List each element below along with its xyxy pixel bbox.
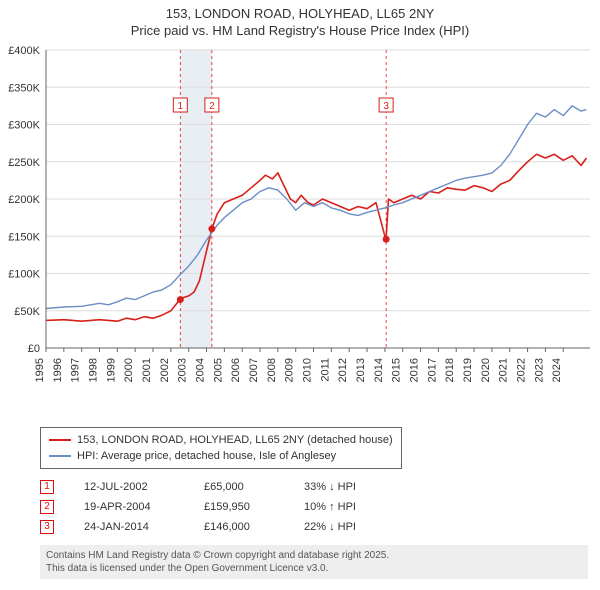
sale-row-delta: 10% ↑ HPI (304, 501, 394, 513)
sale-row-date: 12-JUL-2002 (84, 481, 174, 493)
x-tick-label: 1999 (105, 358, 117, 382)
y-tick-label: £50K (14, 306, 40, 318)
x-tick-label: 2009 (284, 358, 296, 382)
x-tick-label: 2015 (391, 358, 403, 382)
x-tick-label: 1998 (88, 358, 100, 382)
sale-dot (208, 225, 215, 232)
y-tick-label: £200K (8, 194, 40, 206)
page-subtitle: Price paid vs. HM Land Registry's House … (10, 23, 590, 38)
sale-marker-label: 1 (178, 101, 184, 112)
x-tick-label: 2003 (177, 358, 189, 382)
x-tick-label: 2014 (373, 358, 385, 382)
y-tick-label: £350K (8, 82, 40, 94)
legend-swatch (49, 439, 71, 441)
x-tick-label: 2006 (230, 358, 242, 382)
footnote-line-2: This data is licensed under the Open Gov… (46, 562, 582, 575)
sale-row: 1 12-JUL-2002 £65,000 33% ↓ HPI (40, 477, 588, 497)
x-tick-label: 2023 (533, 358, 545, 382)
x-tick-label: 2020 (480, 358, 492, 382)
y-tick-label: £300K (8, 120, 40, 132)
x-tick-label: 2018 (444, 358, 456, 382)
legend: 153, LONDON ROAD, HOLYHEAD, LL65 2NY (de… (40, 427, 402, 469)
sale-row-marker: 2 (40, 500, 54, 514)
sale-marker-label: 2 (209, 101, 215, 112)
y-tick-label: £0 (28, 343, 40, 355)
sale-dot (177, 296, 184, 303)
sale-row-date: 24-JAN-2014 (84, 521, 174, 533)
y-tick-label: £150K (8, 231, 40, 243)
x-tick-label: 2024 (551, 358, 563, 382)
price-chart: £0 £50K £100K £150K £200K £250K £300K £350K £400… (0, 38, 600, 418)
x-tick-label: 2008 (266, 358, 278, 382)
x-tick-label: 2000 (123, 358, 135, 382)
x-tick-label: 2012 (337, 358, 349, 382)
sale-row-price: £159,950 (204, 501, 274, 513)
x-tick-label: 2019 (462, 358, 474, 382)
legend-item: 153, LONDON ROAD, HOLYHEAD, LL65 2NY (de… (49, 432, 393, 448)
page-title: 153, LONDON ROAD, HOLYHEAD, LL65 2NY (10, 6, 590, 21)
chart-container: £0 £50K £100K £150K £200K £250K £300K £350K £400… (0, 38, 600, 423)
sale-row-delta: 22% ↓ HPI (304, 521, 394, 533)
legend-label: 153, LONDON ROAD, HOLYHEAD, LL65 2NY (de… (77, 432, 393, 448)
legend-swatch (49, 455, 71, 457)
x-tick-label: 2021 (498, 358, 510, 382)
sale-row-price: £65,000 (204, 481, 274, 493)
x-tick-label: 1995 (34, 358, 46, 382)
sale-row-delta: 33% ↓ HPI (304, 481, 394, 493)
x-tick-label: 2005 (212, 358, 224, 382)
sale-row-marker: 3 (40, 520, 54, 534)
y-tick-label: £250K (8, 157, 40, 169)
sale-row: 3 24-JAN-2014 £146,000 22% ↓ HPI (40, 517, 588, 537)
sale-row-marker: 1 (40, 480, 54, 494)
sales-table: 1 12-JUL-2002 £65,000 33% ↓ HPI 2 19-APR-2004… (40, 477, 588, 537)
x-tick-label: 2002 (159, 358, 171, 382)
sale-row-date: 19-APR-2004 (84, 501, 174, 513)
x-tick-label: 1997 (70, 358, 82, 382)
legend-label: HPI: Average price, detached house, Isle… (77, 448, 336, 464)
sale-dot (383, 236, 390, 243)
y-tick-label: £400K (8, 45, 40, 57)
x-tick-label: 2013 (355, 358, 367, 382)
sale-row-price: £146,000 (204, 521, 274, 533)
sale-marker-label: 3 (383, 101, 389, 112)
x-tick-label: 2011 (319, 358, 331, 382)
footnote: Contains HM Land Registry data © Crown c… (40, 545, 588, 579)
x-tick-label: 1996 (52, 358, 64, 382)
x-tick-label: 2001 (141, 358, 153, 382)
x-tick-label: 2010 (302, 358, 314, 382)
x-tick-label: 2016 (409, 358, 421, 382)
x-tick-label: 2004 (195, 358, 207, 382)
sale-row: 2 19-APR-2004 £159,950 10% ↑ HPI (40, 497, 588, 517)
y-tick-label: £100K (8, 269, 40, 281)
legend-item: HPI: Average price, detached house, Isle… (49, 448, 393, 464)
title-block: 153, LONDON ROAD, HOLYHEAD, LL65 2NY Pri… (0, 0, 600, 38)
x-tick-label: 2017 (426, 358, 438, 382)
x-tick-label: 2022 (516, 358, 528, 382)
footnote-line-1: Contains HM Land Registry data © Crown c… (46, 549, 582, 562)
x-tick-label: 2007 (248, 358, 260, 382)
